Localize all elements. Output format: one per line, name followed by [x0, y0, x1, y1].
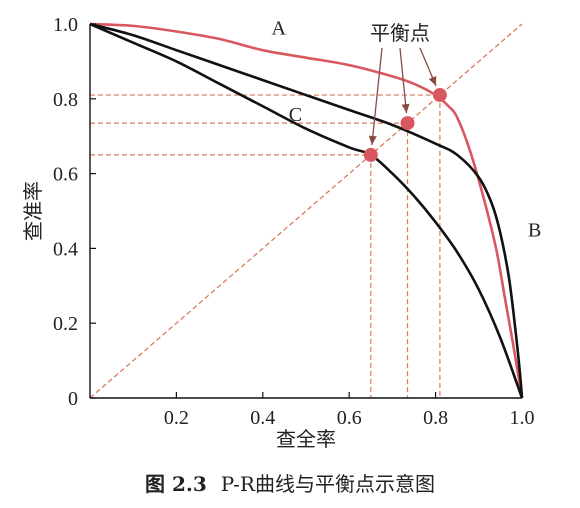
break-even-point [363, 147, 378, 162]
annotation-arrow [399, 47, 408, 114]
x-tick-label: 1.0 [510, 407, 535, 429]
curve-label-a: A [271, 18, 286, 40]
y-axis-title: 查准率 [21, 181, 45, 241]
annotation-arrow [371, 47, 383, 146]
y-tick-label: 0 [68, 388, 78, 410]
pr-curve-chart: 00.20.40.60.81.00.2 0.4 0.6 0.8 1.0 ABC 平衡点 … [21, 14, 541, 451]
figure-title: P-R曲线与平衡点示意图 [220, 472, 435, 496]
pr-curve-a [89, 22, 524, 399]
y-tick-label: 0.4 [53, 238, 78, 260]
annotation-arrowhead [428, 76, 437, 86]
curve-label-c: C [289, 104, 302, 126]
x-tick-label: 0.6 [337, 407, 362, 429]
x-tick-label: 0.8 [423, 407, 448, 429]
figure-caption: 图 2.3 P-R曲线与平衡点示意图 [0, 468, 580, 497]
axes [89, 23, 523, 399]
x-tick-label: 0.2 [164, 407, 189, 429]
annotation-arrowhead [401, 103, 410, 114]
guide-lines [89, 23, 523, 399]
curve-label-b: B [528, 220, 541, 242]
break-even-point [400, 116, 415, 131]
y-tick-label: 0.2 [53, 313, 78, 335]
pr-curve-b [89, 22, 524, 399]
y-tick-label: 1.0 [53, 14, 78, 36]
break-even-point [432, 88, 447, 103]
diagonal-reference-line [89, 23, 523, 399]
annotation-arrowhead [368, 135, 377, 145]
break-even-label: 平衡点 [370, 21, 430, 45]
y-tick-label: 0.8 [53, 89, 78, 111]
y-tick-label: 0.6 [53, 164, 78, 186]
curve-labels: A B C [271, 18, 541, 242]
break-even-points [363, 88, 447, 162]
figure-number: 图 2.3 [145, 472, 207, 496]
x-tick-label: 0.4 [250, 407, 275, 429]
annotation: 平衡点 [368, 21, 437, 146]
tick-labels: 0 0.2 0.4 0.6 0.8 1.0 0.2 0.4 0.6 0.8 1.0 [53, 14, 535, 429]
x-axis-title: 查全率 [276, 427, 336, 451]
